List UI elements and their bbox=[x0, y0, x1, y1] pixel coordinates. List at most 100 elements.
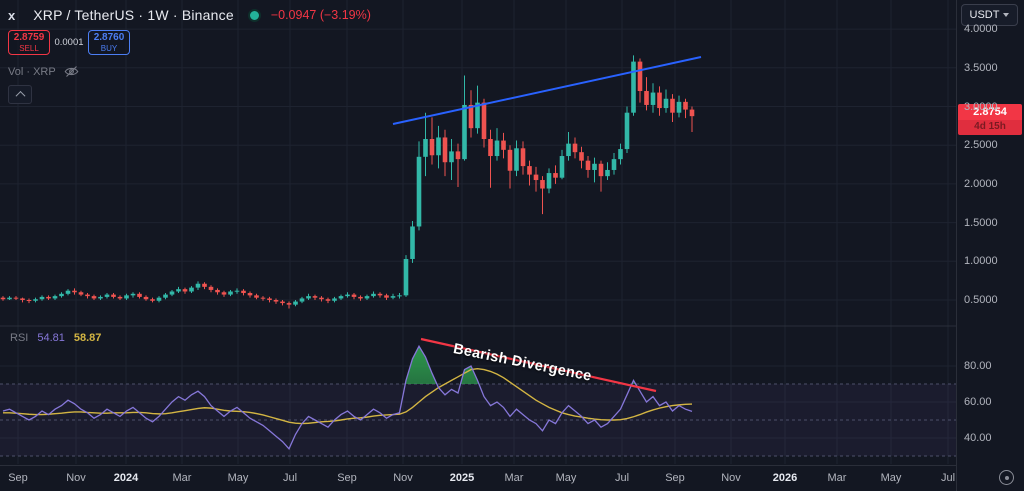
candle-body bbox=[124, 295, 129, 299]
candle-body bbox=[592, 163, 597, 170]
rsi-band bbox=[0, 384, 956, 456]
candle-body bbox=[618, 149, 623, 160]
candle-body bbox=[527, 166, 532, 175]
candle-body bbox=[436, 137, 441, 156]
rsi-tick-label: 60.00 bbox=[964, 396, 992, 408]
candle-body bbox=[7, 297, 12, 300]
time-axis-label[interactable]: Sep bbox=[337, 472, 357, 484]
time-axis-label[interactable]: 2024 bbox=[113, 472, 139, 484]
time-axis-label[interactable]: Jul bbox=[282, 472, 298, 484]
rsi-value: 54.81 bbox=[37, 332, 65, 344]
candle-body bbox=[208, 286, 214, 290]
candle-body bbox=[150, 299, 155, 301]
candle-body bbox=[338, 296, 344, 299]
candle-body bbox=[468, 104, 474, 129]
candle-body bbox=[189, 287, 194, 292]
candle-body bbox=[676, 101, 682, 113]
time-axis-label[interactable]: 2025 bbox=[449, 472, 475, 484]
time-axis-label[interactable]: May bbox=[227, 472, 249, 484]
time-axis-label[interactable]: Jul bbox=[940, 472, 956, 484]
candle-body bbox=[429, 139, 435, 156]
sell-label: SELL bbox=[19, 43, 39, 53]
time-axis-label[interactable]: Nov bbox=[393, 472, 413, 484]
candle-body bbox=[85, 294, 90, 297]
candle-body bbox=[598, 163, 604, 177]
market-status-icon[interactable] bbox=[247, 8, 261, 22]
candle-body bbox=[481, 102, 487, 140]
time-axis-label[interactable]: Mar bbox=[827, 472, 847, 484]
candle-body bbox=[117, 296, 123, 299]
currency-dropdown[interactable]: USDT bbox=[961, 4, 1018, 26]
candle-body bbox=[488, 139, 493, 157]
candle-body bbox=[234, 290, 240, 292]
volume-indicator-label[interactable]: Vol · XRP bbox=[8, 65, 56, 78]
candle-body bbox=[657, 92, 662, 109]
time-axis-label[interactable]: May bbox=[555, 472, 577, 484]
time-axis-label[interactable]: Mar bbox=[504, 472, 524, 484]
candle-body bbox=[494, 140, 500, 157]
candle-body bbox=[195, 283, 201, 288]
candle-body bbox=[689, 109, 695, 117]
symbol-title[interactable]: XRP / TetherUS · 1W · Binance bbox=[33, 7, 234, 23]
time-axis[interactable]: Sep Nov 2024 Mar May Jul Sep Nov 2025 Mar May Jul Se… bbox=[0, 465, 956, 491]
buy-button[interactable]: 2.8760 BUY bbox=[88, 30, 130, 55]
price-tick-label: 2.5000 bbox=[964, 139, 998, 152]
candle-body bbox=[377, 293, 383, 296]
candle-body bbox=[78, 292, 84, 295]
time-axis-label[interactable]: Sep bbox=[665, 472, 685, 484]
candle-body bbox=[254, 295, 259, 298]
price-tick-label: 3.5000 bbox=[964, 61, 998, 74]
spread-value: 0.0001 bbox=[54, 37, 84, 48]
candle-body bbox=[215, 289, 220, 293]
rsi-line bbox=[2, 344, 693, 450]
divergence-trendline bbox=[420, 337, 657, 393]
candle-body bbox=[280, 301, 285, 304]
time-axis-label[interactable]: Jul bbox=[614, 472, 630, 484]
collapse-pane-button[interactable] bbox=[8, 85, 32, 104]
candle-body bbox=[559, 156, 565, 178]
time-axis-label[interactable]: Nov bbox=[66, 472, 86, 484]
candle-body bbox=[611, 159, 617, 170]
candle-body bbox=[462, 104, 467, 160]
price-tick-label: 1.0000 bbox=[964, 255, 998, 268]
time-axis-label[interactable]: 2026 bbox=[772, 472, 798, 484]
candle-body bbox=[156, 297, 162, 301]
candle-body bbox=[364, 296, 370, 299]
candle-body bbox=[624, 112, 630, 150]
candle-body bbox=[306, 296, 311, 299]
candle-body bbox=[455, 151, 461, 160]
price-axis[interactable]: USDT 2.8754 4d 15h 4.0000 3.5000 3.0000 2.5… bbox=[956, 0, 1024, 491]
candle-body bbox=[65, 290, 71, 294]
candle-body bbox=[299, 298, 305, 302]
candle-body bbox=[182, 289, 188, 292]
candle-body bbox=[637, 61, 643, 92]
candle-body bbox=[501, 140, 506, 150]
candle-body bbox=[72, 290, 77, 293]
candle-body bbox=[228, 291, 233, 295]
time-axis-label[interactable]: Sep bbox=[8, 472, 28, 484]
candle-body bbox=[507, 149, 513, 171]
candle-body bbox=[403, 258, 409, 296]
candle-body bbox=[332, 298, 337, 301]
candle-body bbox=[585, 160, 591, 170]
candle-body bbox=[345, 294, 350, 297]
broker-logo-icon[interactable]: x bbox=[8, 7, 16, 23]
candle-body bbox=[91, 296, 97, 299]
time-axis-label[interactable]: May bbox=[880, 472, 902, 484]
time-axis-label[interactable]: Mar bbox=[172, 472, 192, 484]
time-axis-label[interactable]: Nov bbox=[721, 472, 741, 484]
go-to-realtime-icon[interactable] bbox=[999, 470, 1014, 485]
candle-body bbox=[325, 299, 331, 301]
candle-body bbox=[540, 180, 545, 189]
eye-hidden-icon[interactable] bbox=[64, 64, 79, 79]
candle-body bbox=[0, 297, 6, 300]
chart-header: x XRP / TetherUS · 1W · Binance −0.0947 … bbox=[8, 6, 371, 104]
sell-button[interactable]: 2.8759 SELL bbox=[8, 30, 50, 55]
candle-body bbox=[59, 293, 64, 297]
candle-body bbox=[533, 174, 539, 181]
rsi-legend[interactable]: RSI 54.81 58.87 bbox=[10, 332, 101, 344]
candle-body bbox=[520, 148, 526, 167]
candle-body bbox=[260, 297, 266, 299]
chart-canvas[interactable] bbox=[0, 0, 956, 465]
